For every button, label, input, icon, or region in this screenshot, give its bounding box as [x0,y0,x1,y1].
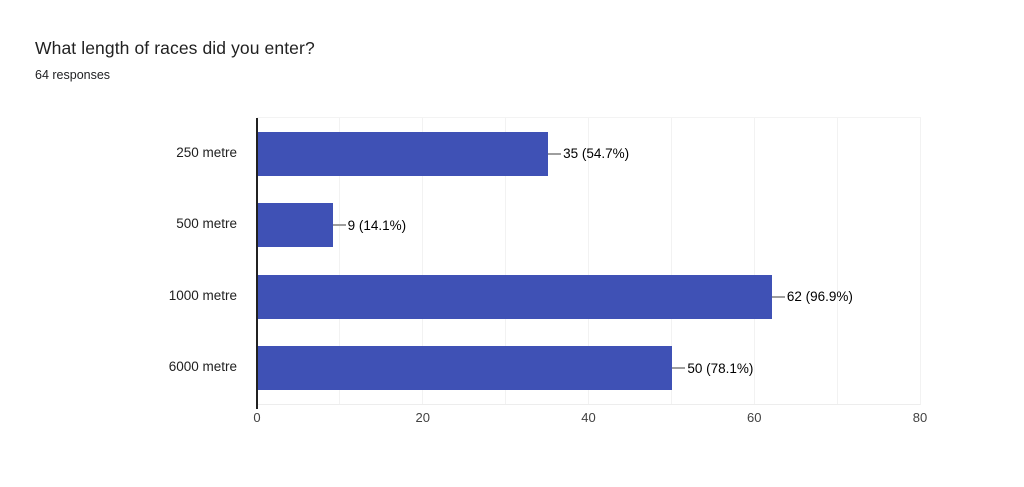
gridline [505,118,507,404]
gridline [422,118,424,404]
x-tick-label: 80 [912,410,928,425]
bar-callout: 9 (14.1%) [332,215,407,235]
bar-value-label: 9 (14.1%) [347,217,407,233]
bar-callout: 35 (54.7%) [548,144,629,164]
category-label: 500 metre [176,216,237,232]
plot-area: 35 (54.7%) 9 (14.1%) 62 (96.9%) 50 (78.1%) [256,117,921,409]
bar-value-label: 62 (96.9%) [786,289,853,305]
bar [258,274,772,319]
leader-line [771,295,785,298]
gridline [753,118,755,404]
chart-title: What length of races did you enter? [35,38,315,58]
category-label: 6000 metre [168,359,237,375]
category-label: 250 metre [176,144,237,160]
y-axis-line [256,118,258,409]
leader-line [672,367,686,370]
gridline [339,118,341,404]
x-tick-label: 20 [415,410,430,425]
category-label: 1000 metre [168,287,237,303]
bar [258,346,673,391]
x-tick-label: 40 [581,410,596,425]
bar-callout: 50 (78.1%) [672,358,753,378]
gridline [670,118,672,404]
bar-callout: 62 (96.9%) [771,287,853,307]
bar-value-label: 35 (54.7%) [563,146,630,162]
gridline [836,118,838,404]
x-tick-label: 60 [747,410,762,425]
bar-value-label: 50 (78.1%) [687,360,754,376]
leader-line [332,224,346,227]
gridline [919,118,921,404]
bar [258,131,549,176]
x-tick-label: 0 [253,410,261,425]
gridline [588,118,589,404]
leader-line [548,152,562,155]
responses-count: 64 responses [35,68,111,82]
bar [258,203,333,248]
